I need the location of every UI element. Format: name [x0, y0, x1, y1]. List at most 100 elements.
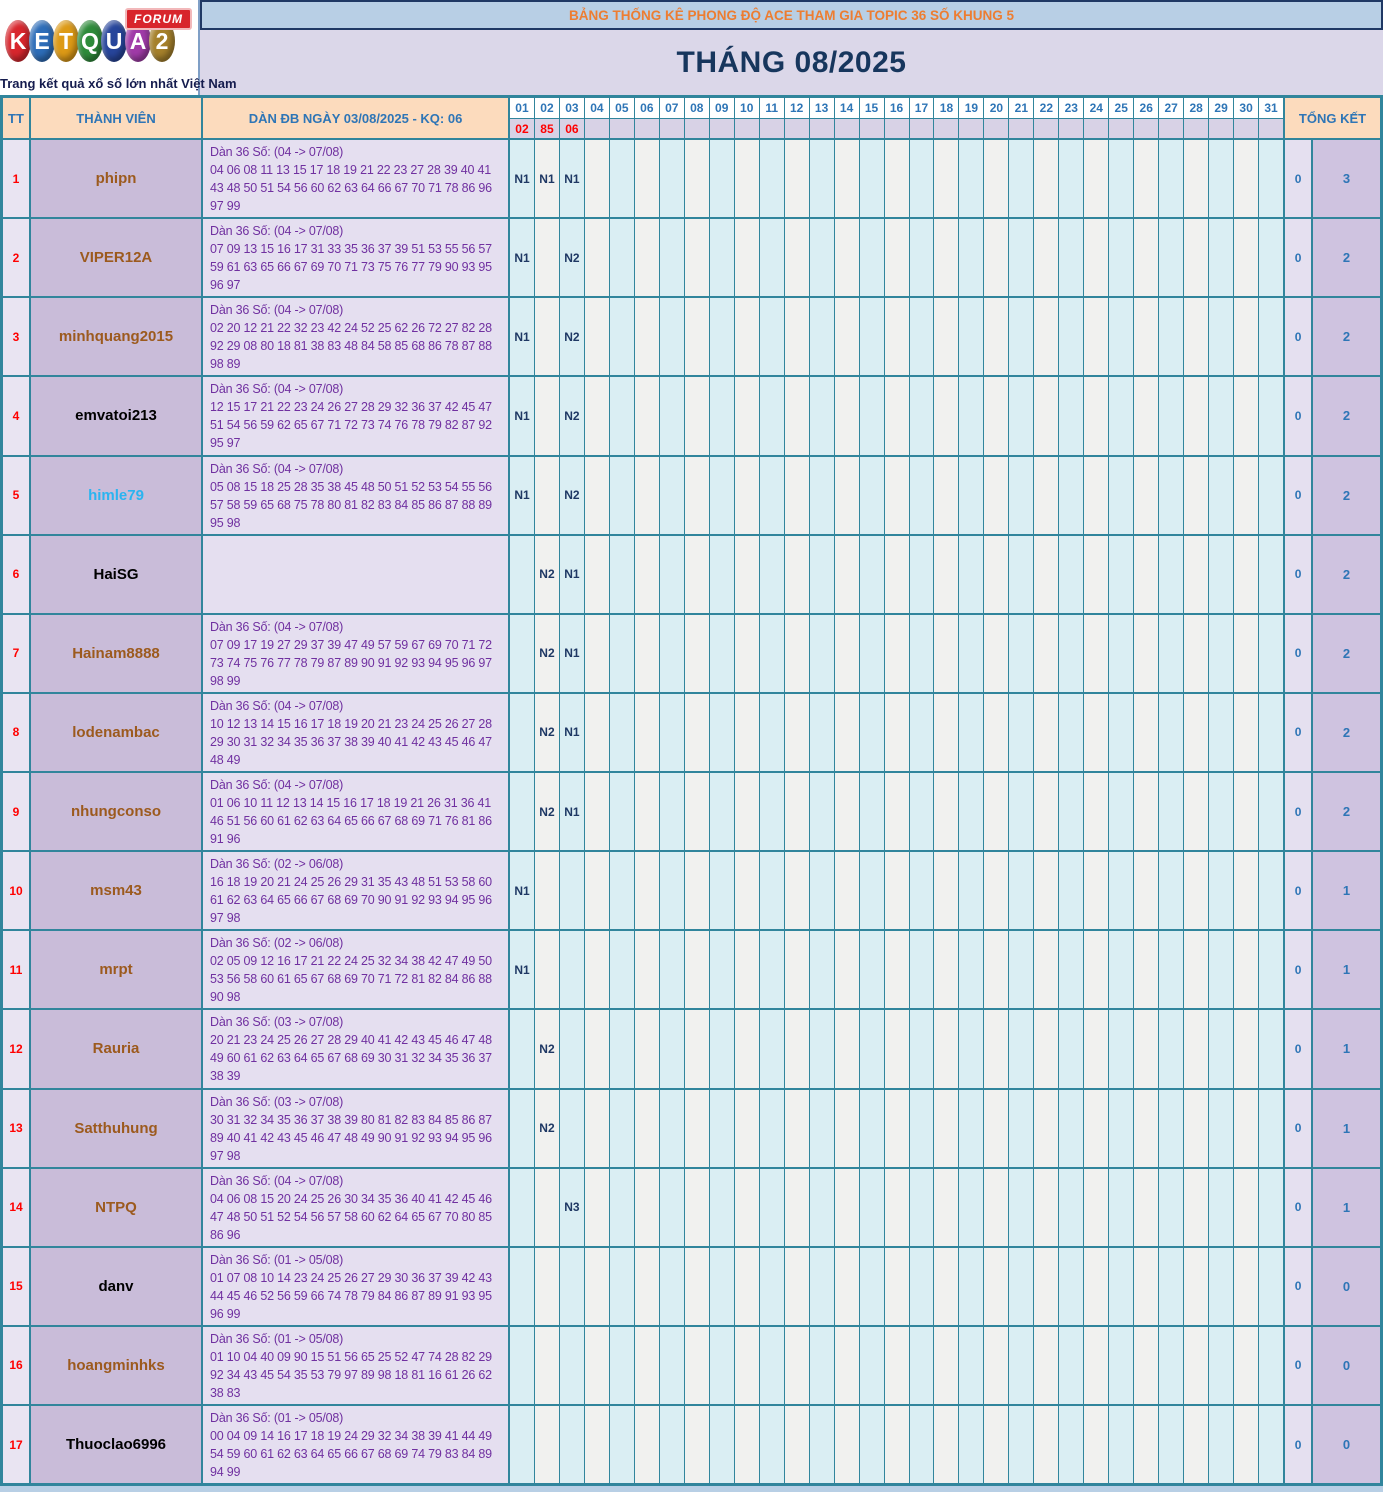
day-cell: [884, 614, 910, 692]
day-cell: [759, 931, 785, 1009]
day-cell: [734, 1406, 760, 1484]
day-result-cell: [760, 119, 785, 138]
day-header-cell: 02: [535, 98, 560, 118]
day-cell: [784, 931, 810, 1009]
day-cell: [959, 614, 985, 692]
dan-numbers: 02 20 12 21 22 32 23 42 24 52 25 62 26 7…: [210, 321, 492, 372]
day-cell: [884, 1326, 910, 1404]
day-cell: [634, 456, 660, 534]
day-cell: [559, 931, 585, 1009]
day-cell: N1: [534, 140, 560, 218]
day-cell: [1209, 931, 1235, 1009]
day-cell: [834, 1089, 860, 1167]
day-cell: [584, 773, 610, 851]
day-cell: [1184, 1247, 1210, 1325]
day-cell: [759, 1326, 785, 1404]
day-cell: [1134, 1089, 1160, 1167]
day-cell: [784, 298, 810, 376]
day-cell: [1184, 773, 1210, 851]
day-cell: [959, 456, 985, 534]
day-cell: [684, 456, 710, 534]
day-cell: N3: [559, 1168, 585, 1246]
day-cell: [984, 535, 1010, 613]
day-header-cell: 12: [785, 98, 810, 118]
day-cell: [559, 852, 585, 930]
day-cell: [1084, 1168, 1110, 1246]
day-cell: [1059, 377, 1085, 455]
day-cell: [709, 140, 735, 218]
day-cell: [584, 377, 610, 455]
day-cell: [759, 773, 785, 851]
day-cell: [984, 219, 1010, 297]
day-cell: [909, 298, 935, 376]
day-cell: [1184, 456, 1210, 534]
day-cell: [1209, 1010, 1235, 1088]
dan-numbers: 02 05 09 12 16 17 21 22 24 25 32 34 38 4…: [210, 954, 492, 1005]
day-cell: N1: [559, 535, 585, 613]
tt-cell: 15: [3, 1247, 31, 1325]
day-cell: [1134, 298, 1160, 376]
day-cell: [1059, 693, 1085, 771]
day-cell: [1184, 1010, 1210, 1088]
day-cell: [984, 1010, 1010, 1088]
day-cell: [510, 1406, 535, 1484]
dan-cell: Dàn 36 Số: (04 -> 07/08) 04 06 08 15 20 2…: [203, 1168, 510, 1246]
day-cell: [934, 140, 960, 218]
day-header-cell: 20: [984, 98, 1010, 118]
day-cell: [709, 1168, 735, 1246]
tongket-count-cell: 0: [1285, 377, 1314, 455]
day-result-cell: [1034, 119, 1060, 138]
day-cell: N2: [534, 614, 560, 692]
day-cell: [1109, 456, 1135, 534]
day-cell: [1234, 1168, 1260, 1246]
day-cell: [1234, 140, 1260, 218]
day-result-cell: [635, 119, 660, 138]
header-dan: DÀN ĐB NGÀY 03/08/2025 - KQ: 06: [203, 98, 510, 138]
day-cell: [1084, 693, 1110, 771]
day-cell: [984, 693, 1010, 771]
day-cell: [534, 1326, 560, 1404]
day-cell: N1: [510, 140, 535, 218]
day-cell: [609, 456, 635, 534]
day-cell: [934, 219, 960, 297]
day-cell: [1184, 614, 1210, 692]
day-cell: [909, 140, 935, 218]
day-cell: [1134, 693, 1160, 771]
day-result-cell: [835, 119, 860, 138]
day-cell: [584, 1168, 610, 1246]
day-header-cell: 27: [1159, 98, 1185, 118]
day-cell: [659, 1089, 685, 1167]
table-row: 6 HaiSG N2 N1 0 2: [3, 533, 1381, 613]
day-cell: [934, 931, 960, 1009]
dan-range: Dàn 36 Số: (02 -> 06/08): [210, 936, 344, 951]
day-cell: [1209, 852, 1235, 930]
top-right: BẢNG THỐNG KÊ PHONG ĐỘ ACE THAM GIA TOPI…: [200, 0, 1383, 95]
dan-cell: Dàn 36 Số: (04 -> 07/08) 10 12 13 14 15 1…: [203, 693, 510, 771]
day-cell: [1109, 614, 1135, 692]
day-cell: N1: [510, 298, 535, 376]
day-cell: [734, 1168, 760, 1246]
day-cell: [609, 693, 635, 771]
dan-cell: Dàn 36 Số: (04 -> 07/08) 07 09 13 15 16 1…: [203, 219, 510, 297]
day-cell: [684, 219, 710, 297]
day-cell: [959, 1168, 985, 1246]
day-cell: [734, 298, 760, 376]
day-header-cell: 24: [1084, 98, 1110, 118]
day-cell: [834, 693, 860, 771]
day-cell: [884, 1010, 910, 1088]
day-cell: [734, 140, 760, 218]
day-result-cell: [1059, 119, 1085, 138]
day-header-cell: 07: [660, 98, 685, 118]
day-cell: [934, 852, 960, 930]
day-cell: [1134, 1010, 1160, 1088]
day-result-cell: [1084, 119, 1110, 138]
day-cell: [534, 1406, 560, 1484]
month-title: THÁNG 08/2025: [200, 30, 1383, 95]
day-cell: [859, 931, 885, 1009]
tongket-total-cell: 3: [1313, 140, 1381, 218]
day-cell: [634, 1010, 660, 1088]
member-name: himle79: [31, 456, 203, 534]
day-cell: [534, 1168, 560, 1246]
logo-letter: K: [5, 20, 31, 62]
